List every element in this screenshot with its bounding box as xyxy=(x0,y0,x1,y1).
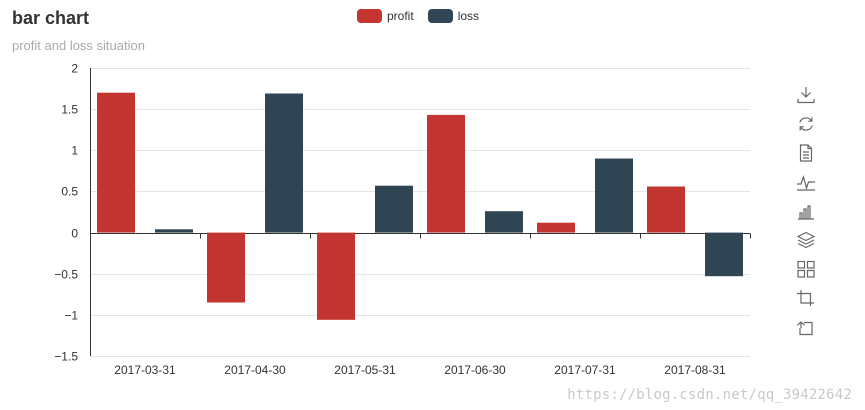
bar-profit-2017-08-31 xyxy=(647,186,685,233)
bar-profit-2017-06-30 xyxy=(427,114,465,233)
bar-loss-2017-06-30 xyxy=(485,211,523,233)
x-tick-label: 2017-03-31 xyxy=(114,363,176,377)
y-tick-label: −1.5 xyxy=(54,350,78,364)
bar-loss-2017-03-31 xyxy=(155,229,193,233)
download-icon[interactable] xyxy=(796,86,816,104)
legend-item-loss[interactable]: loss xyxy=(427,9,480,23)
y-tick-label: −1 xyxy=(64,309,78,323)
chart-subtitle: profit and loss situation xyxy=(12,38,145,53)
legend: profit loss xyxy=(357,9,479,23)
stack-icon[interactable] xyxy=(796,231,816,249)
y-tick-label: 0.5 xyxy=(61,185,78,199)
x-tick-label: 2017-05-31 xyxy=(334,363,396,377)
y-tick-label: −0.5 xyxy=(54,268,78,282)
legend-swatch-loss xyxy=(427,9,453,23)
chart-title: bar chart xyxy=(12,8,90,28)
y-tick-label: 1 xyxy=(71,144,78,158)
tiled-icon[interactable] xyxy=(796,260,816,278)
zoom-icon[interactable] xyxy=(796,289,816,307)
bar-profit-2017-04-30 xyxy=(207,232,245,303)
bar-chart-icon[interactable] xyxy=(796,202,816,220)
legend-item-profit[interactable]: profit xyxy=(357,9,414,23)
bar-profit-2017-07-31 xyxy=(537,222,575,233)
data-view-icon[interactable] xyxy=(796,144,816,162)
x-tick-label: 2017-07-31 xyxy=(554,363,616,377)
x-tick-label: 2017-06-30 xyxy=(444,363,506,377)
bar-loss-2017-08-31 xyxy=(705,232,743,277)
x-tick-label: 2017-04-30 xyxy=(224,363,286,377)
zoom-reset-icon[interactable] xyxy=(796,318,816,336)
bar-loss-2017-05-31 xyxy=(375,185,413,233)
bar-loss-2017-04-30 xyxy=(265,93,303,233)
bar-profit-2017-03-31 xyxy=(97,92,135,233)
legend-label-profit: profit xyxy=(387,9,414,23)
bar-profit-2017-05-31 xyxy=(317,232,355,320)
x-tick-label: 2017-08-31 xyxy=(664,363,726,377)
line-chart-icon[interactable] xyxy=(796,173,816,191)
bar-loss-2017-07-31 xyxy=(595,158,633,233)
y-tick-label: 0 xyxy=(71,227,78,241)
y-tick-label: 1.5 xyxy=(61,103,78,117)
toolbox xyxy=(796,86,818,336)
watermark: https://blog.csdn.net/qq_39422642 xyxy=(567,387,852,403)
y-tick-label: 2 xyxy=(71,62,78,76)
legend-label-loss: loss xyxy=(457,9,480,23)
legend-swatch-profit xyxy=(357,9,382,23)
refresh-icon[interactable] xyxy=(796,115,816,133)
